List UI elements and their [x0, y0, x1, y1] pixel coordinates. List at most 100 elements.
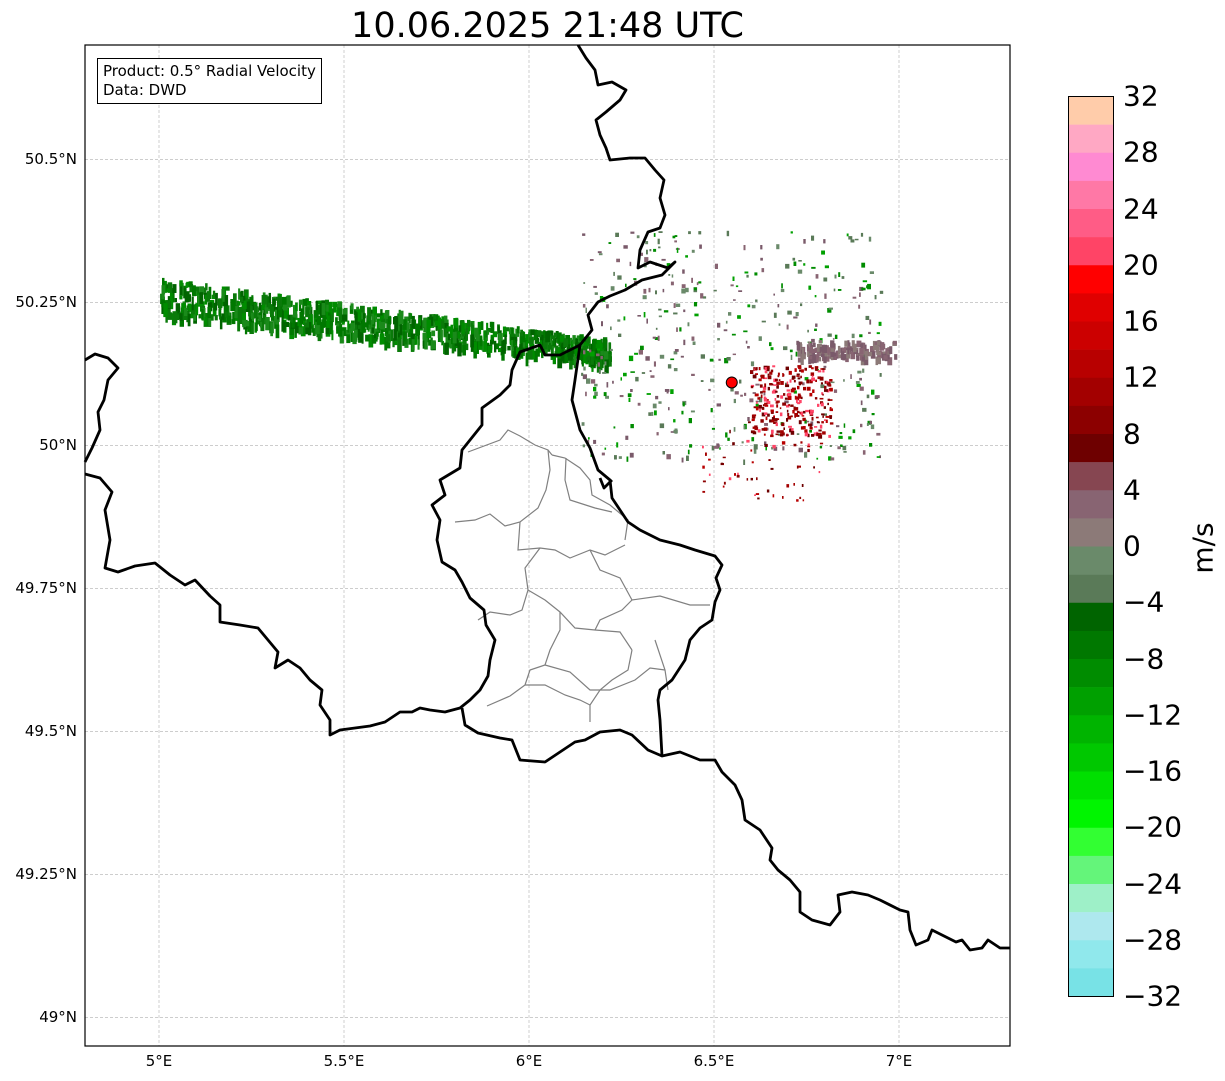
echo-pixel — [793, 316, 798, 319]
echo-pixel — [790, 231, 793, 234]
echo-pixel — [423, 317, 428, 328]
echo-pixel — [711, 445, 715, 451]
echo-pixel — [775, 433, 779, 436]
echo-pixel — [859, 344, 864, 348]
echo-pixel — [763, 377, 767, 380]
echo-pixel — [307, 321, 312, 336]
echo-pixel — [861, 356, 867, 362]
echo-pixel — [378, 320, 381, 329]
echo-pixel — [613, 271, 615, 276]
colorbar-bin — [1068, 490, 1114, 519]
echo-pixel — [487, 345, 493, 353]
echo-pixel — [368, 334, 374, 348]
echo-pixel — [210, 314, 214, 321]
echo-pixel — [819, 442, 824, 445]
echo-pixel — [710, 378, 715, 383]
echo-pixel — [828, 399, 833, 401]
echo-pixel — [854, 238, 859, 241]
echo-pixel — [839, 432, 843, 435]
echo-pixel — [223, 305, 229, 318]
echo-pixel — [224, 311, 228, 318]
echo-pixel — [285, 321, 289, 327]
echo-pixel — [794, 408, 798, 411]
echo-pixel — [634, 352, 638, 355]
echo-pixel — [666, 454, 671, 460]
echo-pixel — [827, 352, 831, 358]
echo-pixel — [862, 352, 866, 358]
echo-pixel — [819, 397, 824, 400]
colorbar-bin — [1068, 940, 1114, 969]
echo-pixel — [461, 322, 465, 334]
echo-pixel — [612, 380, 614, 384]
echo-pixel — [424, 336, 428, 350]
echo-pixel — [587, 351, 592, 356]
colorbar-bin — [1068, 771, 1114, 800]
echo-pixel — [205, 283, 208, 291]
echo-pixel — [372, 306, 377, 320]
echo-pixel — [313, 310, 319, 318]
echo-pixel — [811, 377, 815, 382]
echo-pixel — [793, 390, 797, 394]
echo-pixel — [298, 321, 303, 332]
echo-pixel — [804, 452, 808, 458]
echo-pixel — [856, 340, 862, 348]
echo-pixel — [733, 398, 736, 404]
echo-pixel — [585, 348, 588, 357]
echo-pixel — [801, 347, 804, 357]
echo-pixel — [702, 445, 704, 449]
echo-pixel — [699, 244, 702, 249]
echo-pixel — [338, 324, 343, 337]
echo-pixel — [502, 326, 507, 337]
echo-pixel — [380, 309, 383, 316]
echo-pixel — [473, 346, 477, 359]
echo-pixel — [876, 346, 880, 356]
echo-pixel — [776, 418, 780, 420]
echo-pixel — [743, 330, 748, 333]
echo-pixel — [809, 392, 813, 397]
echo-pixel — [765, 445, 767, 451]
echo-pixel — [745, 340, 748, 344]
echo-pixel — [368, 324, 371, 330]
echo-pixel — [868, 236, 872, 242]
echo-pixel — [656, 432, 659, 436]
echo-pixel — [746, 439, 750, 443]
colorbar — [1068, 96, 1114, 997]
echo-pixel — [813, 466, 815, 469]
echo-pixel — [850, 346, 855, 352]
echo-pixel — [759, 396, 763, 403]
echo-pixel — [676, 247, 679, 253]
colorbar-bin — [1068, 884, 1114, 913]
echo-pixel — [865, 315, 870, 320]
echo-pixel — [206, 291, 210, 302]
echo-pixel — [788, 404, 790, 407]
echo-pixel — [408, 312, 411, 324]
echo-pixel — [350, 322, 355, 331]
echo-pixel — [320, 321, 324, 333]
echo-pixel — [730, 386, 734, 392]
echo-pixel — [576, 335, 581, 349]
echo-pixel — [844, 340, 848, 347]
echo-pixel — [497, 326, 500, 333]
echo-pixel — [823, 365, 827, 368]
echo-pixel — [771, 429, 774, 434]
echo-pixel — [824, 356, 830, 362]
echo-pixel — [404, 322, 410, 333]
echo-pixel — [800, 375, 802, 379]
echo-pixel — [757, 397, 760, 400]
echo-pixel — [804, 367, 807, 371]
echo-pixel — [797, 402, 801, 405]
echo-pixel — [385, 334, 391, 342]
colorbar-bin — [1068, 659, 1114, 688]
echo-pixel — [817, 403, 820, 407]
echo-pixel — [698, 231, 702, 235]
echo-pixel — [525, 352, 529, 367]
echo-pixel — [874, 341, 879, 346]
echo-pixel — [755, 299, 758, 302]
echo-pixel — [774, 398, 777, 401]
echo-pixel — [747, 417, 750, 422]
echo-pixel — [816, 421, 819, 423]
echo-pixel — [417, 332, 420, 346]
echo-pixel — [770, 410, 774, 414]
echo-pixel — [363, 322, 369, 328]
echo-pixel — [790, 354, 793, 360]
